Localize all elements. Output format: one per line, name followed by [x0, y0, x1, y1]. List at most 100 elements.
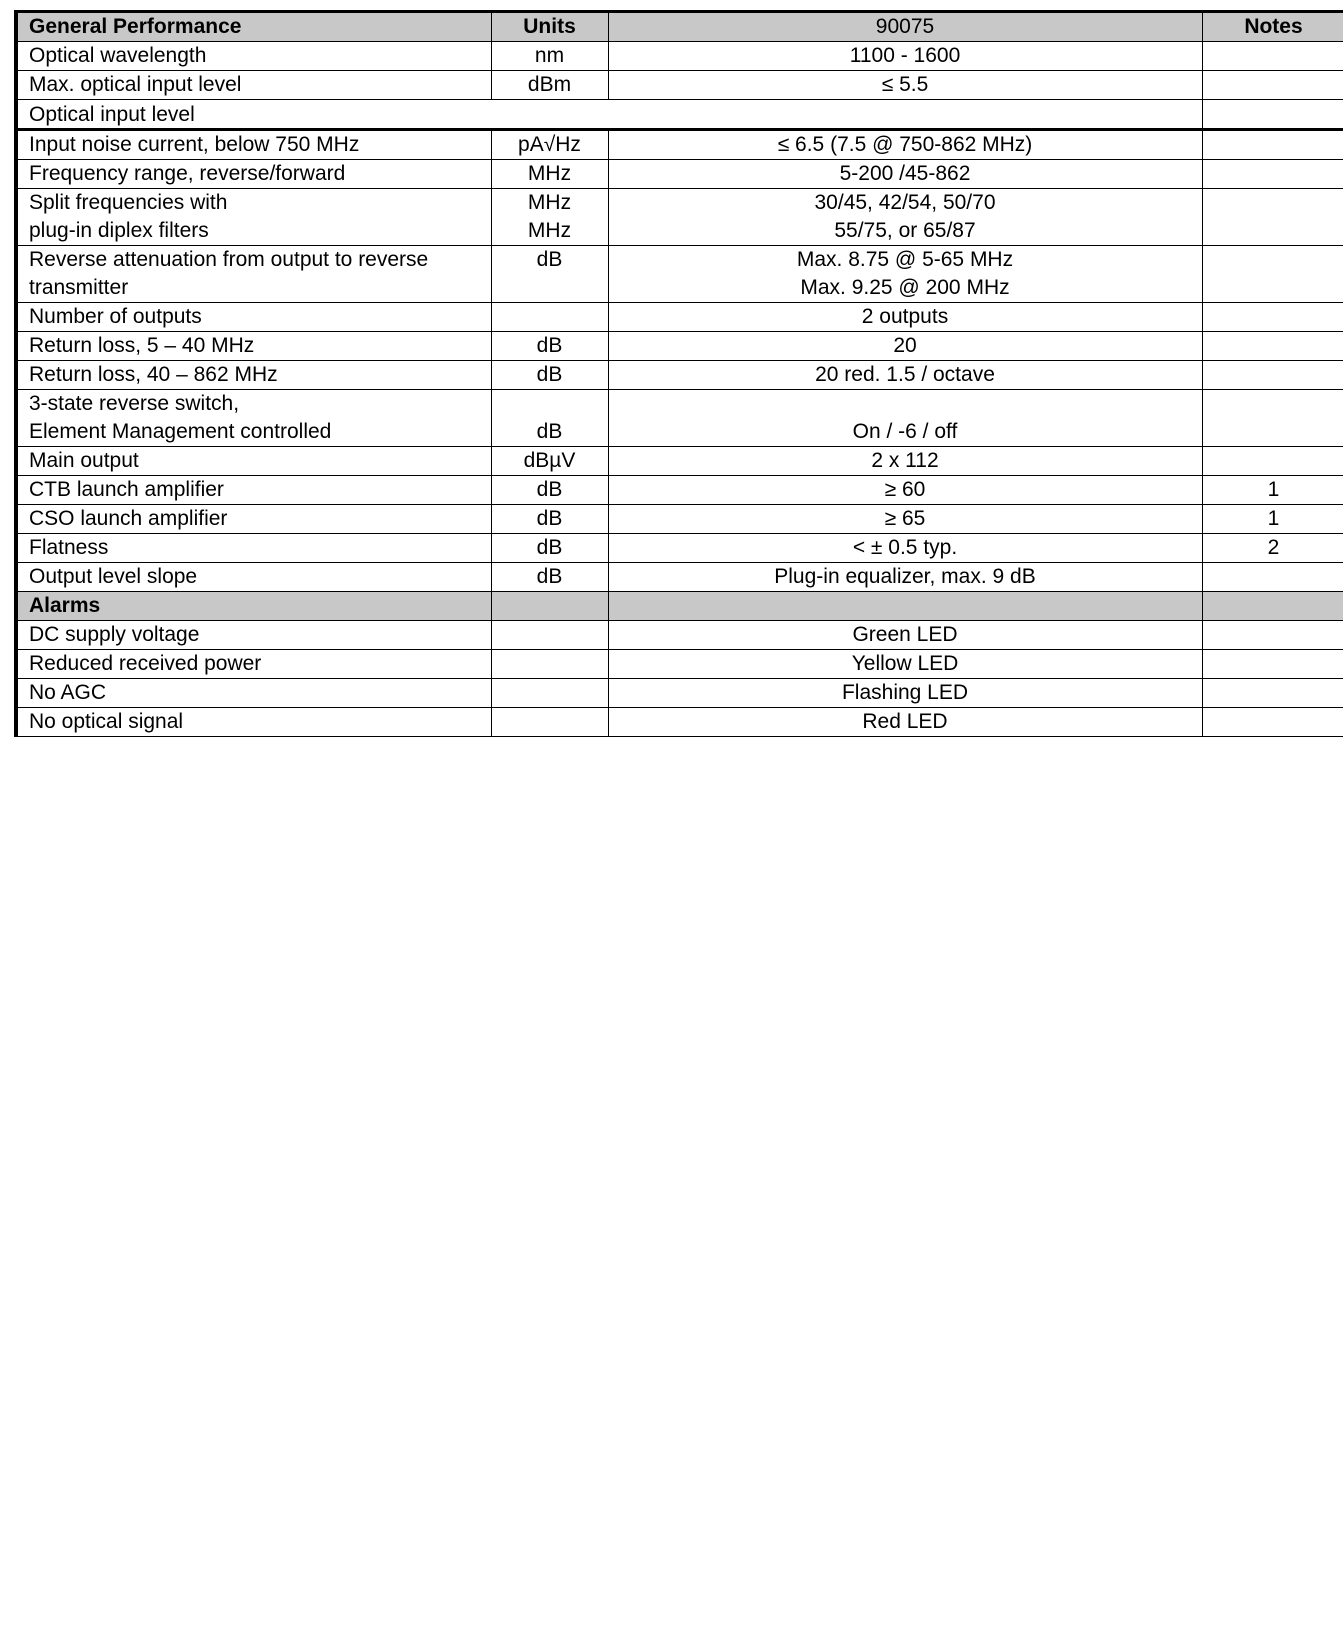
value-line: Max. 8.75 @ 5-65 MHz — [796, 248, 1014, 271]
value-cell: On / -6 / off — [607, 389, 1203, 447]
table-row: Output level slope dB Plug-in equalizer,… — [14, 562, 1343, 592]
unit-cell — [490, 620, 609, 650]
alarm-indicator: Flashing LED — [607, 678, 1203, 708]
note-cell — [1201, 562, 1343, 592]
header-units: Units — [490, 10, 609, 42]
alarm-row: No AGC Flashing LED — [14, 678, 1343, 708]
chart-row-label: Optical input level — [29, 103, 195, 126]
unit-cell — [490, 707, 609, 737]
table-header-row: General Performance Units 90075 Notes — [14, 10, 1343, 42]
alarms-heading: Alarms — [14, 591, 492, 621]
table-row: Number of outputs 2 outputs — [14, 302, 1343, 332]
table-row: Max. optical input level dBm ≤ 5.5 — [14, 70, 1343, 100]
note-cell — [1201, 389, 1343, 447]
param-cell: Flatness — [14, 533, 492, 563]
unit-cell — [490, 649, 609, 679]
note-cell — [1201, 331, 1343, 361]
unit-cell: MHz MHz — [490, 188, 609, 246]
alarm-indicator: Green LED — [607, 620, 1203, 650]
note-cell — [1201, 302, 1343, 332]
note-cell: 1 — [1201, 504, 1343, 534]
note-cell — [1201, 128, 1343, 160]
note-cell — [1201, 360, 1343, 390]
param-cell: Optical wavelength — [14, 41, 492, 71]
unit-cell: dBµV — [490, 446, 609, 476]
param-line: Element Management controlled — [29, 420, 332, 443]
param-cell: Number of outputs — [14, 302, 492, 332]
note-cell — [1201, 188, 1343, 246]
value-cell: 1100 - 1600 — [607, 41, 1203, 71]
note-cell — [1201, 649, 1343, 679]
note-cell: 1 — [1201, 475, 1343, 505]
table-row: Split frequencies with plug-in diplex fil… — [14, 188, 1343, 246]
alarms-header-row: Alarms — [14, 591, 1343, 621]
param-cell: Frequency range, reverse/forward — [14, 159, 492, 189]
table-row: Optical wavelength nm 1100 - 1600 — [14, 41, 1343, 71]
unit-cell: dB — [490, 360, 609, 390]
performance-table: General Performance Units 90075 Notes Op… — [14, 10, 1343, 737]
value-cell: Max. 8.75 @ 5-65 MHz Max. 9.25 @ 200 MHz — [607, 245, 1203, 303]
table-row: Return loss, 40 – 862 MHz dB 20 red. 1.5… — [14, 360, 1343, 390]
param-cell: Split frequencies with plug-in diplex fil… — [14, 188, 492, 246]
unit-cell: dB — [490, 562, 609, 592]
value-cell: < ± 0.5 typ. — [607, 533, 1203, 563]
param-cell: CSO launch amplifier — [14, 504, 492, 534]
value-line: 30/45, 42/54, 50/70 — [814, 191, 996, 214]
unit-cell: dB — [490, 475, 609, 505]
param-line: transmitter — [29, 276, 129, 299]
alarm-indicator: Red LED — [607, 707, 1203, 737]
note-cell — [1201, 446, 1343, 476]
unit-cell: dB — [490, 389, 609, 447]
unit-line: MHz — [527, 219, 572, 242]
unit-cell: dB — [490, 504, 609, 534]
alarm-row: No optical signal Red LED — [14, 707, 1343, 737]
unit-cell: dB — [490, 331, 609, 361]
value-cell: 2 outputs — [607, 302, 1203, 332]
table-row: Frequency range, reverse/forward MHz 5-2… — [14, 159, 1343, 189]
note-cell: 2 — [1201, 533, 1343, 563]
value-cell: ≥ 65 — [607, 504, 1203, 534]
unit-cell: nm — [490, 41, 609, 71]
chart-cell: Optical input level 70727476788082848688… — [14, 99, 1203, 130]
value-cell: 2 x 112 — [607, 446, 1203, 476]
value-cell: 20 — [607, 331, 1203, 361]
note-cell — [1201, 159, 1343, 189]
unit-cell: dB — [490, 245, 609, 303]
alarm-label: DC supply voltage — [14, 620, 492, 650]
param-line: 3-state reverse switch, — [29, 392, 240, 415]
param-cell: CTB launch amplifier — [14, 475, 492, 505]
table-row: Input noise current, below 750 MHz pA√Hz… — [14, 128, 1343, 160]
alarm-label: Reduced received power — [14, 649, 492, 679]
unit-cell: dBm — [490, 70, 609, 100]
param-cell: Return loss, 5 – 40 MHz — [14, 331, 492, 361]
unit-cell — [490, 302, 609, 332]
note-cell — [1201, 245, 1343, 303]
alarm-row: DC supply voltage Green LED — [14, 620, 1343, 650]
unit-cell: dB — [490, 533, 609, 563]
unit-cell: pA√Hz — [490, 128, 609, 160]
value-cell: Plug-in equalizer, max. 9 dB — [607, 562, 1203, 592]
value-cell: ≤ 6.5 (7.5 @ 750-862 MHz) — [607, 128, 1203, 160]
alarm-indicator: Yellow LED — [607, 649, 1203, 679]
unit-cell: MHz — [490, 159, 609, 189]
note-cell — [1201, 620, 1343, 650]
alarm-row: Reduced received power Yellow LED — [14, 649, 1343, 679]
table-row: Flatness dB < ± 0.5 typ. 2 — [14, 533, 1343, 563]
param-line: plug-in diplex filters — [29, 219, 209, 242]
param-line: Split frequencies with — [29, 191, 228, 214]
header-notes: Notes — [1201, 10, 1343, 42]
note-cell — [1201, 678, 1343, 708]
value-cell: ≥ 60 — [607, 475, 1203, 505]
table-row: Main output dBµV 2 x 112 — [14, 446, 1343, 476]
note-cell — [1201, 99, 1343, 130]
param-cell: 3-state reverse switch, Element Managemen… — [14, 389, 492, 447]
alarm-label: No AGC — [14, 678, 492, 708]
header-model: 90075 — [607, 10, 1203, 42]
note-cell — [1201, 707, 1343, 737]
table-row: CSO launch amplifier dB ≥ 65 1 — [14, 504, 1343, 534]
note-cell — [1201, 41, 1343, 71]
param-cell: Reverse attenuation from output to rever… — [14, 245, 492, 303]
unit-cell — [490, 591, 609, 621]
value-line: 55/75, or 65/87 — [834, 219, 976, 242]
unit-cell — [490, 678, 609, 708]
